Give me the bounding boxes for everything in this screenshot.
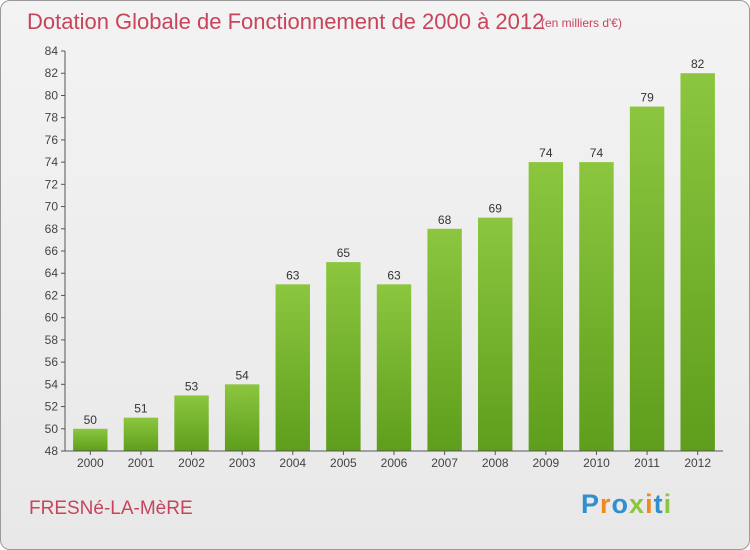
commune-name: FRESNé-LA-MèRE xyxy=(29,498,193,519)
x-tick-label: 2001 xyxy=(128,456,155,470)
y-tick-label: 58 xyxy=(45,333,59,347)
x-tick-label: 2007 xyxy=(431,456,458,470)
bar-value-label: 74 xyxy=(590,146,604,160)
x-tick-label: 2008 xyxy=(482,456,509,470)
x-tick-label: 2004 xyxy=(279,456,306,470)
y-tick-label: 50 xyxy=(45,422,59,436)
y-tick-label: 82 xyxy=(45,66,59,80)
bar[interactable] xyxy=(376,284,412,451)
y-tick-label: 80 xyxy=(45,88,59,102)
chart-title: Dotation Globale de Fonctionnement de 20… xyxy=(27,9,545,34)
bar[interactable] xyxy=(427,228,462,451)
y-tick-label: 66 xyxy=(45,244,59,258)
bar[interactable] xyxy=(478,217,513,451)
bar-value-label: 79 xyxy=(640,91,654,105)
y-tick-label: 68 xyxy=(45,222,59,236)
x-tick-label: 2003 xyxy=(229,456,256,470)
bar[interactable] xyxy=(123,417,159,451)
bar[interactable] xyxy=(275,284,310,451)
bar-value-label: 53 xyxy=(185,379,199,393)
bar[interactable] xyxy=(680,73,715,451)
bar-value-label: 63 xyxy=(387,268,401,282)
y-tick-label: 72 xyxy=(45,177,59,191)
bar-value-label: 50 xyxy=(84,413,98,427)
logo-letter: o xyxy=(611,489,630,519)
x-tick-label: 2012 xyxy=(684,456,711,470)
y-tick-label: 62 xyxy=(45,288,59,302)
y-tick-label: 84 xyxy=(45,44,59,58)
y-tick-label: 76 xyxy=(45,133,59,147)
bar[interactable] xyxy=(579,162,614,451)
logo-letter: i xyxy=(645,489,654,519)
x-tick-label: 2009 xyxy=(532,456,559,470)
x-tick-label: 2010 xyxy=(583,456,610,470)
y-tick-label: 64 xyxy=(45,266,59,280)
y-tick-label: 52 xyxy=(45,400,59,414)
x-tick-label: 2000 xyxy=(77,456,104,470)
y-tick-label: 56 xyxy=(45,355,59,369)
bar[interactable] xyxy=(174,395,209,451)
x-tick-label: 2006 xyxy=(381,456,408,470)
bars: 50 51 53 54 63 65 63 68 69 74 74 79 82 xyxy=(73,57,715,452)
x-tick-label: 2002 xyxy=(178,456,205,470)
chart-subtitle: (en milliers d'€) xyxy=(541,16,622,30)
logo-letter: i xyxy=(663,489,673,519)
bar-value-label: 68 xyxy=(438,213,452,227)
x-tick-label: 2005 xyxy=(330,456,357,470)
bar[interactable] xyxy=(326,262,361,451)
x-axis: 2000 2001 2002 2003 2004 2005 2006 2007 2008 2009… xyxy=(65,450,723,470)
y-tick-label: 54 xyxy=(45,377,59,391)
bar-value-label: 65 xyxy=(337,246,351,260)
bar[interactable] xyxy=(528,162,564,451)
bar-value-label: 74 xyxy=(539,146,553,160)
y-tick-label: 78 xyxy=(45,111,59,125)
bar[interactable] xyxy=(73,428,108,451)
bar-value-label: 51 xyxy=(134,402,148,416)
y-tick-label: 74 xyxy=(45,155,59,169)
bar[interactable] xyxy=(629,106,665,452)
y-tick-label: 60 xyxy=(45,311,59,325)
proxiti-logo[interactable]: Proxiti xyxy=(581,489,672,520)
bar-value-label: 69 xyxy=(489,202,503,216)
logo-letter: r xyxy=(600,489,612,519)
logo-letter: P xyxy=(581,489,601,519)
bar-value-label: 54 xyxy=(235,368,249,382)
bar-value-label: 82 xyxy=(691,57,705,71)
logo-letter: x xyxy=(629,489,646,519)
bar-value-label: 63 xyxy=(286,268,300,282)
x-tick-label: 2011 xyxy=(634,456,660,470)
y-tick-label: 70 xyxy=(45,200,59,214)
logo-letter: t xyxy=(653,489,664,519)
y-axis: 48 50 52 54 56 58 60 62 64 66 68 70 72 74 76 78 80 82 84 xyxy=(45,44,66,458)
bar[interactable] xyxy=(224,384,260,451)
y-tick-label: 48 xyxy=(45,444,59,458)
